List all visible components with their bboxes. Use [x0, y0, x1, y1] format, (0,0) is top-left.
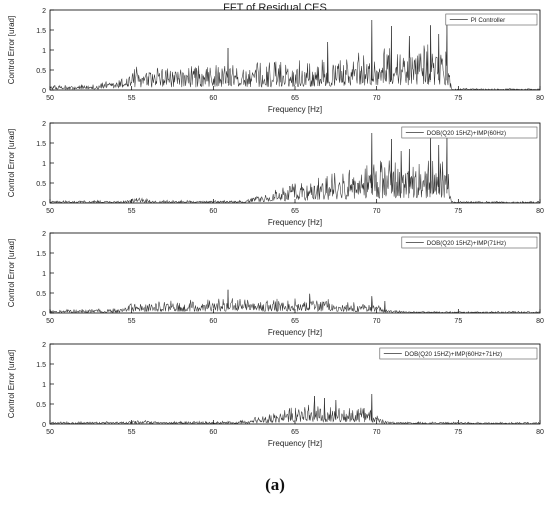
- x-tick-label: 65: [291, 318, 299, 325]
- x-tick-label: 50: [46, 208, 54, 215]
- legend: PI Controller: [445, 13, 538, 26]
- subplot-4: 0 0.5 1 1.5 2 50 55 60 65 70 75 80 Frequency [Hz] Con…: [7, 342, 544, 448]
- y-tick-label: 0: [42, 88, 46, 95]
- y-tick-label: 2: [42, 8, 46, 15]
- x-tick-label: 70: [373, 208, 381, 215]
- x-tick-label: 55: [128, 429, 136, 436]
- legend-label: DOB(Q20 15HZ)+IMP(71Hz): [427, 240, 506, 247]
- x-tick-label: 70: [373, 429, 381, 436]
- subplot-1: 0 0.5 1 1.5 2 50 55 60 65 70 75 80 Frequency [Hz] Con…: [7, 8, 544, 114]
- figure-caption: (a): [265, 475, 285, 494]
- legend-label: PI Controller: [471, 17, 505, 24]
- x-tick-label: 80: [536, 429, 544, 436]
- x-tick-label: 80: [536, 318, 544, 325]
- legend: DOB(Q20 15HZ)+IMP(60Hz): [401, 126, 538, 139]
- x-axis-label: Frequency [Hz]: [268, 105, 322, 114]
- x-tick-label: 75: [454, 208, 462, 215]
- legend-box: [445, 13, 538, 26]
- legend: DOB(Q20 15HZ)+IMP(60Hz+71Hz): [379, 347, 538, 360]
- y-tick-label: 1.5: [36, 362, 46, 369]
- x-tick-label: 55: [128, 318, 136, 325]
- series-line: [49, 289, 541, 314]
- y-tick-label: 0.5: [36, 181, 46, 188]
- x-tick-label: 75: [454, 429, 462, 436]
- legend: DOB(Q20 15HZ)+IMP(71Hz): [401, 236, 538, 249]
- y-tick-label: 0.5: [36, 291, 46, 298]
- legend-label: DOB(Q20 15HZ)+IMP(60Hz+71Hz): [405, 351, 502, 358]
- y-tick-label: 2: [42, 342, 46, 349]
- y-axis-label: Control Error [urad]: [7, 16, 16, 84]
- x-tick-label: 60: [209, 208, 217, 215]
- x-tick-label: 60: [209, 95, 217, 102]
- y-tick-label: 0.5: [36, 68, 46, 75]
- x-tick-label: 55: [128, 208, 136, 215]
- series-line: [49, 19, 541, 91]
- x-tick-label: 80: [536, 95, 544, 102]
- y-tick-label: 1: [42, 48, 46, 55]
- y-tick-label: 2: [42, 231, 46, 238]
- subplot-stack: 0 0.5 1 1.5 2 50 55 60 65 70 75 80 Frequency [Hz] Con…: [7, 8, 544, 448]
- series-line: [49, 393, 540, 425]
- x-tick-label: 65: [291, 208, 299, 215]
- subplot-2: 0 0.5 1 1.5 2 50 55 60 65 70 75 80 Frequency [Hz] Con…: [7, 121, 544, 227]
- y-tick-label: 0.5: [36, 402, 46, 409]
- y-tick-label: 1: [42, 271, 46, 278]
- y-tick-label: 1: [42, 161, 46, 168]
- y-axis-label: Control Error [urad]: [7, 350, 16, 418]
- y-tick-label: 2: [42, 121, 46, 128]
- x-axis-label: Frequency [Hz]: [268, 328, 322, 337]
- x-tick-label: 65: [291, 95, 299, 102]
- x-tick-label: 70: [373, 95, 381, 102]
- series-line: [49, 132, 541, 204]
- legend-label: DOB(Q20 15HZ)+IMP(60Hz): [427, 130, 506, 137]
- subplot-3: 0 0.5 1 1.5 2 50 55 60 65 70 75 80 Frequency [Hz] Con…: [7, 231, 544, 337]
- x-tick-label: 80: [536, 208, 544, 215]
- y-axis-label: Control Error [urad]: [7, 129, 16, 197]
- x-tick-label: 50: [46, 95, 54, 102]
- x-axis-label: Frequency [Hz]: [268, 439, 322, 448]
- x-tick-label: 50: [46, 318, 54, 325]
- x-tick-label: 55: [128, 95, 136, 102]
- y-axis-label: Control Error [urad]: [7, 239, 16, 307]
- x-tick-label: 75: [454, 95, 462, 102]
- y-tick-label: 0: [42, 311, 46, 318]
- x-tick-label: 60: [209, 318, 217, 325]
- y-tick-label: 1.5: [36, 28, 46, 35]
- y-tick-label: 1.5: [36, 141, 46, 148]
- y-tick-label: 0: [42, 201, 46, 208]
- y-tick-label: 1: [42, 382, 46, 389]
- y-tick-label: 1.5: [36, 251, 46, 258]
- y-tick-label: 0: [42, 422, 46, 429]
- legend-box: [379, 347, 538, 360]
- x-tick-label: 70: [373, 318, 381, 325]
- legend-box: [401, 236, 538, 249]
- x-axis-label: Frequency [Hz]: [268, 218, 322, 227]
- x-tick-label: 50: [46, 429, 54, 436]
- legend-box: [401, 126, 538, 139]
- x-tick-label: 75: [454, 318, 462, 325]
- x-tick-label: 65: [291, 429, 299, 436]
- x-tick-label: 60: [209, 429, 217, 436]
